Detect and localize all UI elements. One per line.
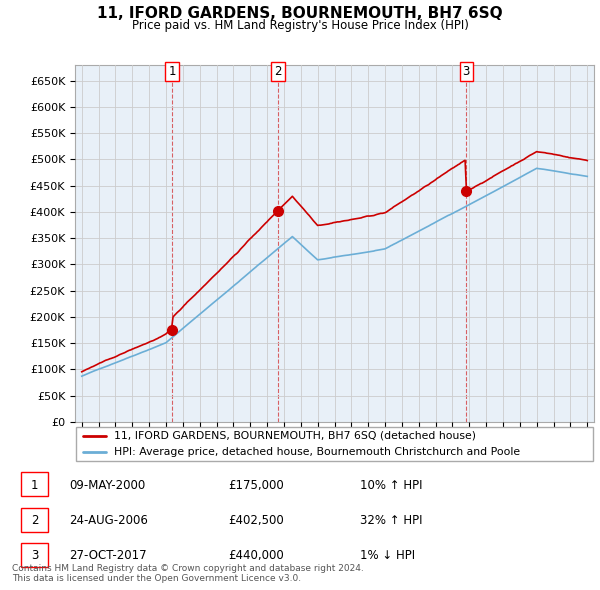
Text: 1: 1 <box>169 65 176 78</box>
Text: 1: 1 <box>31 478 38 491</box>
FancyBboxPatch shape <box>76 427 593 461</box>
Text: £440,000: £440,000 <box>228 549 284 562</box>
Text: 27-OCT-2017: 27-OCT-2017 <box>69 549 146 562</box>
Text: 32% ↑ HPI: 32% ↑ HPI <box>360 514 422 527</box>
Text: £175,000: £175,000 <box>228 478 284 491</box>
Text: 11, IFORD GARDENS, BOURNEMOUTH, BH7 6SQ: 11, IFORD GARDENS, BOURNEMOUTH, BH7 6SQ <box>97 6 503 21</box>
Text: 3: 3 <box>31 549 38 562</box>
Text: 1% ↓ HPI: 1% ↓ HPI <box>360 549 415 562</box>
Text: 24-AUG-2006: 24-AUG-2006 <box>69 514 148 527</box>
Text: Contains HM Land Registry data © Crown copyright and database right 2024.
This d: Contains HM Land Registry data © Crown c… <box>12 563 364 583</box>
Text: Price paid vs. HM Land Registry's House Price Index (HPI): Price paid vs. HM Land Registry's House … <box>131 19 469 32</box>
Text: 10% ↑ HPI: 10% ↑ HPI <box>360 478 422 491</box>
Text: £402,500: £402,500 <box>228 514 284 527</box>
Text: 09-MAY-2000: 09-MAY-2000 <box>69 478 145 491</box>
Text: 3: 3 <box>463 65 470 78</box>
Text: 2: 2 <box>31 514 38 527</box>
Text: HPI: Average price, detached house, Bournemouth Christchurch and Poole: HPI: Average price, detached house, Bour… <box>114 447 520 457</box>
Text: 2: 2 <box>274 65 282 78</box>
Text: 11, IFORD GARDENS, BOURNEMOUTH, BH7 6SQ (detached house): 11, IFORD GARDENS, BOURNEMOUTH, BH7 6SQ … <box>114 431 476 441</box>
